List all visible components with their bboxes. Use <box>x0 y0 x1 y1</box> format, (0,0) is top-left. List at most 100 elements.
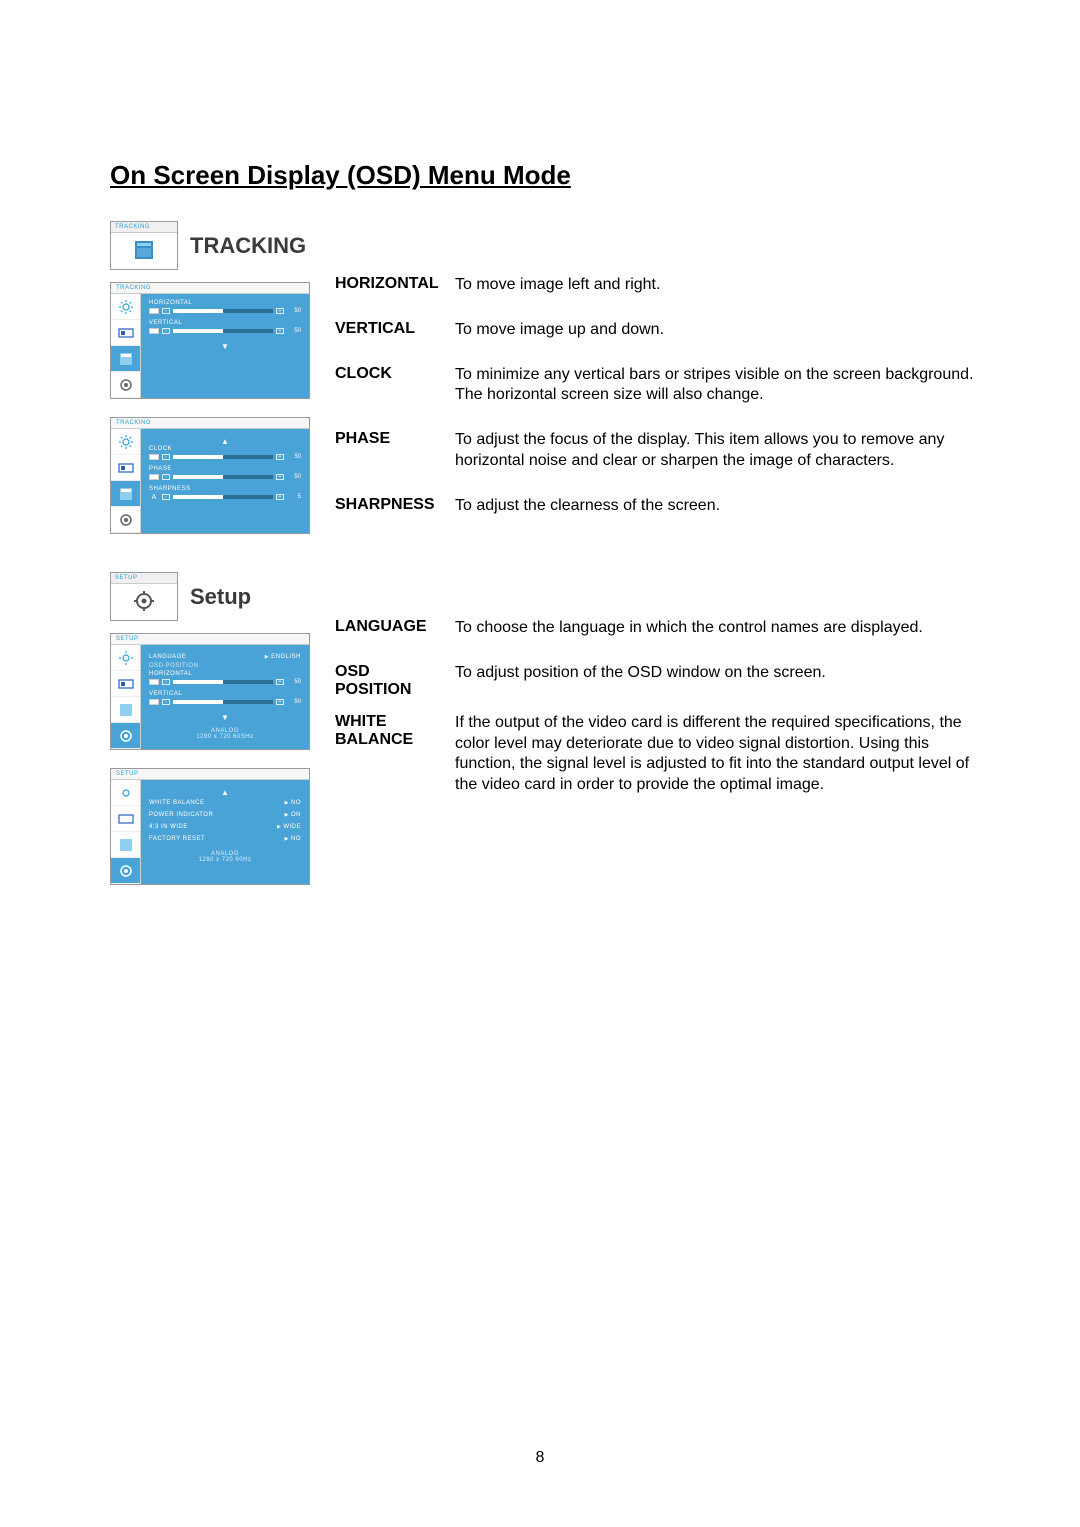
def-desc: To choose the language in which the cont… <box>455 618 980 639</box>
brightness-icon <box>111 780 140 806</box>
plus-icon: + <box>276 474 284 480</box>
def-desc: To minimize any vertical bars or stripes… <box>455 365 980 407</box>
slider-label: PHASE <box>149 466 301 472</box>
def-desc: If the output of the video card is diffe… <box>455 713 980 796</box>
slider-label: SHARPNESS <box>149 486 301 492</box>
up-down-icon <box>149 328 159 334</box>
tracking-mini-card: TRACKING <box>110 221 178 270</box>
setup-tab-icon <box>111 507 140 533</box>
page-title: On Screen Display (OSD) Menu Mode <box>110 160 980 191</box>
slider-label: VERTICAL <box>149 320 301 326</box>
osd-panel-title: SETUP <box>111 769 309 780</box>
setup-definitions: LANGUAGE To choose the language in which… <box>335 618 980 796</box>
list-value: NO <box>291 800 301 806</box>
minus-icon: - <box>162 474 170 480</box>
def-desc: To adjust the focus of the display. This… <box>455 430 980 472</box>
list-label: WHITE BALANCE <box>149 800 205 806</box>
def-desc: To move image left and right. <box>455 275 980 296</box>
slider-value: 50 <box>287 699 301 705</box>
tracking-tab-icon <box>111 481 140 507</box>
osd-sidebar <box>111 780 141 884</box>
clock-icon <box>149 454 159 460</box>
osd-sidebar <box>111 294 141 398</box>
slider-value: 50 <box>287 474 301 480</box>
footer-line: 1280 x 720 60Hz <box>149 857 301 863</box>
def-term: VERTICAL <box>335 320 455 338</box>
setup-panel-2: SETUP ▲ WHITE BALANCE ▶NO <box>110 768 310 885</box>
def-term: OSD POSITION <box>335 663 455 699</box>
chevron-right-icon: ▶ <box>277 824 281 830</box>
phase-slider: - + 50 <box>149 474 301 480</box>
osd-vertical-slider: - + 50 <box>149 699 301 705</box>
def-term: WHITE BALANCE <box>335 713 455 749</box>
phase-icon <box>149 474 159 480</box>
color-icon <box>111 320 140 346</box>
def-desc: To adjust position of the OSD window on … <box>455 663 980 684</box>
chevron-right-icon: ▶ <box>265 654 269 660</box>
minus-icon: - <box>162 454 170 460</box>
minus-icon: - <box>162 679 170 685</box>
list-value: NO <box>291 836 301 842</box>
setup-tab-icon <box>111 372 140 398</box>
def-term: SHARPNESS <box>335 496 455 514</box>
language-label: LANGUAGE <box>149 654 186 660</box>
color-icon <box>111 806 140 832</box>
clock-slider: - + 50 <box>149 454 301 460</box>
slider-value: 50 <box>287 679 301 685</box>
plus-icon: + <box>276 679 284 685</box>
chevron-right-icon: ▶ <box>285 812 289 818</box>
slider-value: 50 <box>287 328 301 334</box>
color-icon <box>111 455 140 481</box>
tracking-icon <box>133 239 155 261</box>
tracking-panel-2: TRACKING ▲ CLOCK - <box>110 417 310 534</box>
plus-icon: + <box>276 328 284 334</box>
sharpness-icon: A <box>149 494 159 500</box>
list-label: 4:3 IN WIDE <box>149 824 188 830</box>
scroll-down-icon: ▼ <box>149 711 301 722</box>
tracking-tab-icon <box>111 346 140 372</box>
mini-card-title: TRACKING <box>111 222 177 233</box>
slider-value: 5 <box>287 494 301 500</box>
list-label: POWER INDICATOR <box>149 812 213 818</box>
slider-label: VERTICAL <box>149 691 301 697</box>
brightness-icon <box>111 645 140 671</box>
def-term: PHASE <box>335 430 455 448</box>
plus-icon: + <box>276 699 284 705</box>
minus-icon: - <box>162 308 170 314</box>
setup-panel-1: SETUP LANGUAGE ▶ENGLISH OSD POSITION <box>110 633 310 750</box>
def-desc: To adjust the clearness of the screen. <box>455 496 980 517</box>
left-arrow-icon <box>149 308 159 314</box>
osd-panel-title: TRACKING <box>111 283 309 294</box>
list-value: ON <box>291 812 301 818</box>
tracking-tab-icon <box>111 697 140 723</box>
slider-label: CLOCK <box>149 446 301 452</box>
chevron-right-icon: ▶ <box>285 800 289 806</box>
horizontal-slider: - + 50 <box>149 308 301 314</box>
plus-icon: + <box>276 494 284 500</box>
sharpness-slider: A - + 5 <box>149 494 301 500</box>
osd-panel-title: SETUP <box>111 634 309 645</box>
def-term: HORIZONTAL <box>335 275 455 293</box>
scroll-up-icon: ▲ <box>149 435 301 446</box>
slider-label: HORIZONTAL <box>149 300 301 306</box>
slider-label: HORIZONTAL <box>149 671 301 677</box>
osd-position-label: OSD POSITION <box>149 663 301 669</box>
def-term: CLOCK <box>335 365 455 383</box>
list-value: WIDE <box>283 824 301 830</box>
plus-icon: + <box>276 454 284 460</box>
scroll-up-icon: ▲ <box>149 786 301 797</box>
setup-tab-icon <box>111 723 140 749</box>
minus-icon: - <box>162 699 170 705</box>
osd-sidebar <box>111 645 141 749</box>
tracking-definitions: HORIZONTAL To move image left and right.… <box>335 275 980 517</box>
minus-icon: - <box>162 494 170 500</box>
page-number: 8 <box>0 1449 1080 1467</box>
language-value: ENGLISH <box>271 654 301 660</box>
def-term: LANGUAGE <box>335 618 455 636</box>
setup-icon <box>133 590 155 612</box>
slider-value: 50 <box>287 308 301 314</box>
def-desc: To move image up and down. <box>455 320 980 341</box>
tracking-panel-1: TRACKING HORIZONTAL - <box>110 282 310 399</box>
plus-icon: + <box>276 308 284 314</box>
list-label: FACTORY RESET <box>149 836 205 842</box>
